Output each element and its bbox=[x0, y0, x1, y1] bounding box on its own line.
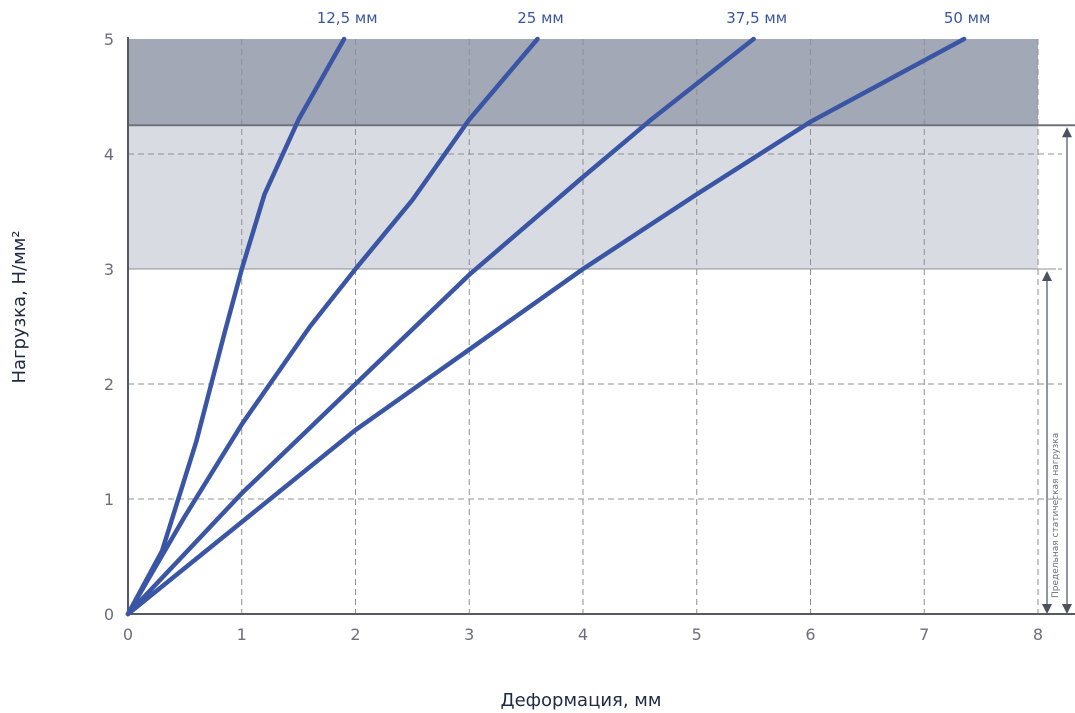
y-tick-label: 1 bbox=[104, 490, 114, 509]
series-label-2: 37,5 мм bbox=[726, 9, 787, 27]
y-tick-label: 5 bbox=[104, 30, 114, 49]
annotation-arrowhead-top-0 bbox=[1062, 127, 1072, 138]
series-line-3 bbox=[125, 36, 967, 617]
annotation-arrowhead-top-1 bbox=[1042, 271, 1052, 281]
x-tick-label: 6 bbox=[805, 625, 815, 644]
y-tick-label: 0 bbox=[104, 605, 114, 624]
annotation-note-0: Предельная статическая нагрузка bbox=[1051, 433, 1061, 598]
y-axis-title: Нагрузка, Н/мм² bbox=[9, 231, 30, 384]
series-line-2 bbox=[125, 36, 756, 617]
series-label-0: 12,5 мм bbox=[317, 9, 378, 27]
x-tick-label: 5 bbox=[692, 625, 702, 644]
x-tick-label: 7 bbox=[919, 625, 929, 644]
x-tick-label: 2 bbox=[350, 625, 360, 644]
series-label-1: 25 мм bbox=[517, 9, 564, 27]
x-tick-label: 0 bbox=[123, 625, 133, 644]
x-axis-title: Деформация, мм bbox=[501, 690, 662, 711]
series-line-1 bbox=[125, 36, 540, 617]
x-tick-label: 1 bbox=[237, 625, 247, 644]
series-line-0 bbox=[125, 36, 347, 617]
x-tick-label: 3 bbox=[464, 625, 474, 644]
annotation-arrowhead-bottom-0 bbox=[1062, 604, 1072, 614]
series-label-3: 50 мм bbox=[944, 9, 991, 27]
y-tick-label: 3 bbox=[104, 260, 114, 279]
x-tick-label: 8 bbox=[1033, 625, 1043, 644]
annotation-arrowhead-bottom-1 bbox=[1042, 604, 1052, 614]
y-tick-label: 4 bbox=[104, 145, 114, 164]
x-tick-label: 4 bbox=[578, 625, 588, 644]
y-tick-label: 2 bbox=[104, 375, 114, 394]
